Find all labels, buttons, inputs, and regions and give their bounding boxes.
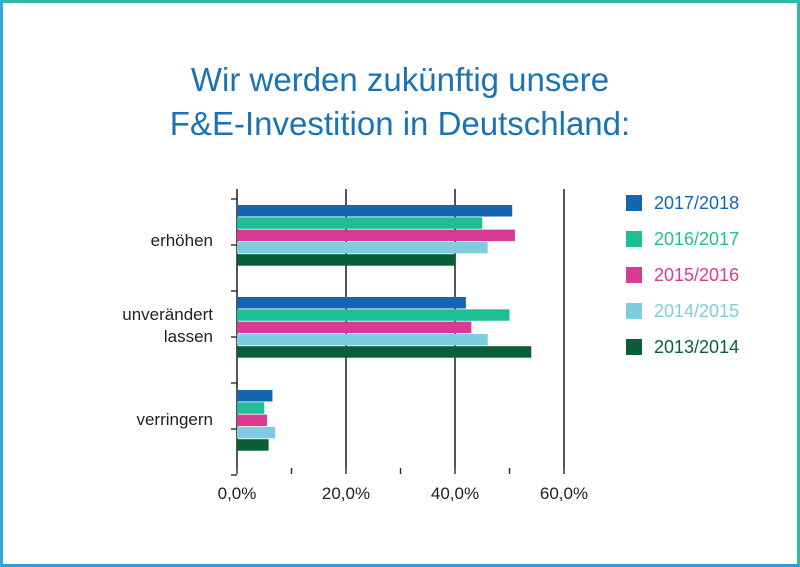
bar-2015-2016-0 <box>237 229 515 242</box>
legend-swatch <box>626 303 642 319</box>
legend-item: 2016/2017 <box>626 221 739 257</box>
legend-item: 2017/2018 <box>626 185 739 221</box>
legend: 2017/2018 2016/2017 2015/2016 2014/2015 2013… <box>626 185 739 365</box>
legend-item: 2013/2014 <box>626 329 739 365</box>
chart-title: Wir werden zukünftig unsere F&E-Investit… <box>0 58 800 146</box>
legend-item: 2014/2015 <box>626 293 739 329</box>
chart-title-line-2: F&E-Investition in Deutschland: <box>169 105 631 142</box>
bar-2014-2015-0 <box>237 241 488 254</box>
chart-title-line-1: Wir werden zukünftig unsere <box>190 61 610 98</box>
legend-label: 2017/2018 <box>654 192 740 213</box>
legend-label: 2016/2017 <box>654 228 740 249</box>
category-label: unverändert lassen <box>93 304 213 348</box>
bar-2016-2017-2 <box>237 402 265 414</box>
bar-2013-2014-0 <box>237 254 455 266</box>
bar-2016-2017-1 <box>237 309 510 321</box>
x-tick-label: 60,0% <box>540 484 588 503</box>
bar-2017-2018-1 <box>237 297 466 309</box>
legend-swatch <box>626 339 642 355</box>
x-tick-label: 40,0% <box>431 484 479 503</box>
category-label-line: unverändert <box>122 305 213 324</box>
legend-label: 2013/2014 <box>654 336 740 357</box>
x-tick-label: 20,0% <box>322 484 370 503</box>
category-label: verringern <box>93 409 213 431</box>
category-label-line: erhöhen <box>150 231 213 250</box>
legend-label: 2014/2015 <box>654 300 740 321</box>
bar-2015-2016-1 <box>237 321 472 334</box>
bar-2014-2015-2 <box>237 426 276 439</box>
bar-2013-2014-2 <box>237 439 269 451</box>
category-label: erhöhen <box>93 230 213 252</box>
legend-item: 2015/2016 <box>626 257 739 293</box>
bar-2016-2017-0 <box>237 217 483 229</box>
legend-label: 2015/2016 <box>654 264 740 285</box>
legend-swatch <box>626 231 642 247</box>
bar-2015-2016-2 <box>237 414 267 427</box>
legend-swatch <box>626 267 642 283</box>
bar-2013-2014-1 <box>237 346 532 358</box>
category-label-line: lassen <box>163 327 213 346</box>
bar-2014-2015-1 <box>237 333 488 346</box>
bar-2017-2018-2 <box>237 390 273 402</box>
bar-2017-2018-0 <box>237 205 513 217</box>
legend-swatch <box>626 195 642 211</box>
x-tick-label: 0,0% <box>218 484 257 503</box>
category-label-line: verringern <box>136 410 213 429</box>
